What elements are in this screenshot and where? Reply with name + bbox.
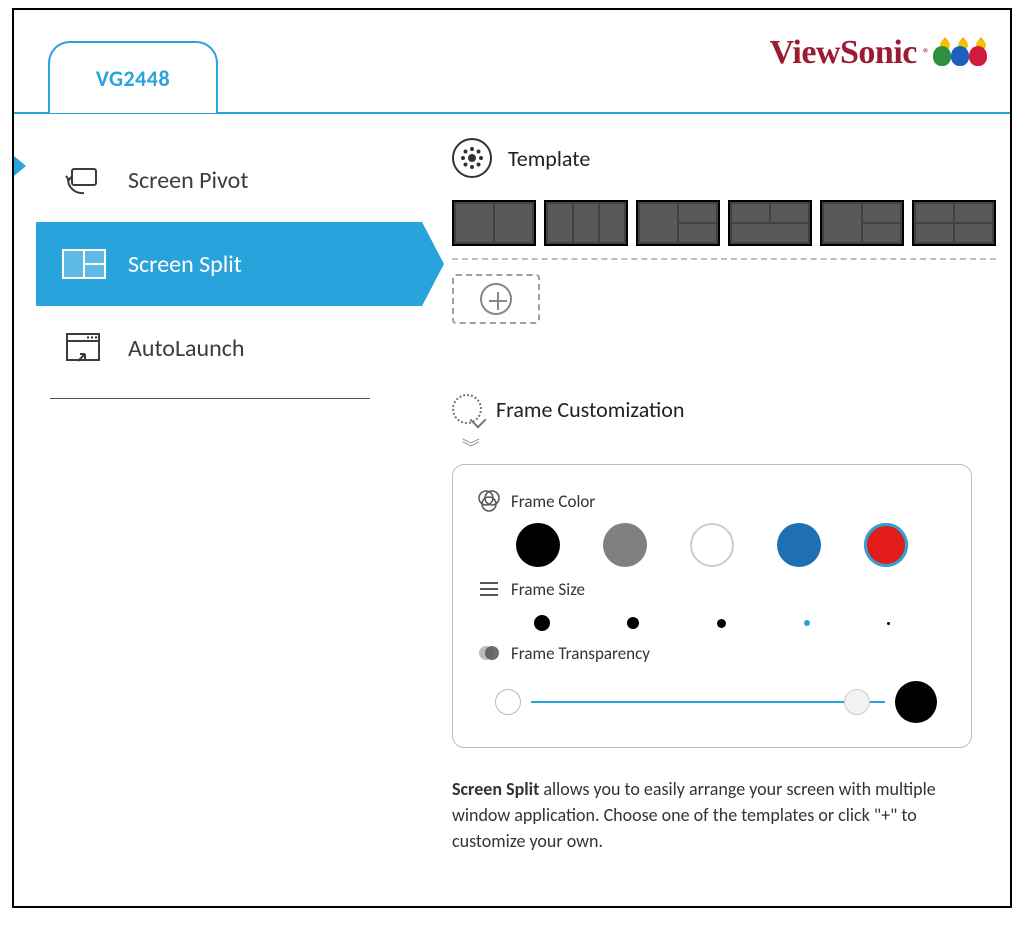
template-thumb-6[interactable]	[912, 200, 996, 246]
size-icon	[477, 577, 501, 601]
size-option-2[interactable]	[717, 619, 726, 628]
template-thumb-4[interactable]	[728, 200, 812, 246]
sidebar-item-label: AutoLaunch	[128, 334, 245, 363]
frame-size-label: Frame Size	[511, 579, 585, 600]
screen-split-icon	[62, 246, 106, 282]
content: Template Frame Customization ︾	[422, 138, 996, 854]
size-option-4[interactable]	[887, 622, 890, 625]
template-title-text: Template	[508, 145, 590, 172]
sidebar-item-screen-split[interactable]: Screen Split	[36, 222, 422, 306]
color-swatch-3[interactable]	[777, 523, 821, 567]
transparency-track	[531, 701, 885, 703]
size-option-1[interactable]	[627, 617, 639, 629]
sidebar-divider	[50, 398, 370, 399]
transparency-knob[interactable]	[844, 689, 870, 715]
sidebar-indicator	[14, 138, 22, 854]
template-thumb-5[interactable]	[820, 200, 904, 246]
screen-pivot-icon	[62, 162, 106, 198]
transparency-min-icon	[495, 689, 521, 715]
frame-color-label-row: Frame Color	[477, 489, 947, 513]
size-option-0[interactable]	[534, 615, 550, 631]
description-text: Screen Split allows you to easily arrang…	[452, 776, 972, 854]
frame-color-swatches	[477, 523, 947, 571]
template-thumb-1[interactable]	[452, 200, 536, 246]
template-thumb-3[interactable]	[636, 200, 720, 246]
sidebar: Screen Pivot Screen Split AutoLaunch	[22, 138, 422, 854]
frame-customization-text: Frame Customization	[496, 396, 684, 423]
sidebar-item-screen-pivot[interactable]: Screen Pivot	[36, 138, 422, 222]
header: VG2448 ViewSonic ®	[14, 10, 1010, 114]
transparency-icon	[477, 641, 501, 665]
size-option-3[interactable]	[804, 620, 810, 626]
template-thumbnails	[452, 200, 996, 246]
brand-registered: ®	[923, 45, 930, 62]
template-thumb-2[interactable]	[544, 200, 628, 246]
frame-customization-title: Frame Customization	[452, 394, 996, 424]
template-icon	[452, 138, 492, 178]
add-template-button[interactable]	[452, 274, 540, 324]
frame-transparency-label: Frame Transparency	[511, 643, 650, 664]
template-section-title: Template	[452, 138, 996, 178]
chevron-down-icon: ︾	[462, 434, 996, 460]
app-window: VG2448 ViewSonic ® Screen Pivot	[12, 8, 1012, 908]
brand-text: ViewSonic	[770, 34, 917, 72]
color-swatch-4[interactable]	[864, 523, 908, 567]
frame-size-label-row: Frame Size	[477, 577, 947, 601]
frame-customization-card: Frame Color Frame Size Frame Transpa	[452, 464, 972, 748]
color-swatch-2[interactable]	[690, 523, 734, 567]
lasso-icon	[452, 394, 482, 424]
model-tab-label: VG2448	[96, 65, 170, 92]
description-bold: Screen Split	[452, 778, 539, 800]
color-swatch-1[interactable]	[603, 523, 647, 567]
sidebar-item-label: Screen Pivot	[128, 166, 248, 195]
plus-icon	[480, 283, 512, 315]
sidebar-item-label: Screen Split	[128, 250, 242, 279]
brand-logo: ViewSonic ®	[770, 34, 990, 72]
color-icon	[477, 489, 501, 513]
body: Screen Pivot Screen Split AutoLaunch	[14, 114, 1010, 854]
autolaunch-icon	[62, 330, 106, 366]
frame-transparency-slider[interactable]	[477, 675, 947, 723]
frame-color-label: Frame Color	[511, 491, 595, 512]
frame-transparency-label-row: Frame Transparency	[477, 641, 947, 665]
brand-birds-icon	[936, 40, 990, 66]
template-divider	[452, 258, 996, 260]
transparency-max-icon	[895, 681, 937, 723]
color-swatch-0[interactable]	[516, 523, 560, 567]
sidebar-item-autolaunch[interactable]: AutoLaunch	[36, 306, 422, 390]
frame-size-options	[477, 611, 947, 635]
model-tab[interactable]: VG2448	[48, 41, 218, 113]
